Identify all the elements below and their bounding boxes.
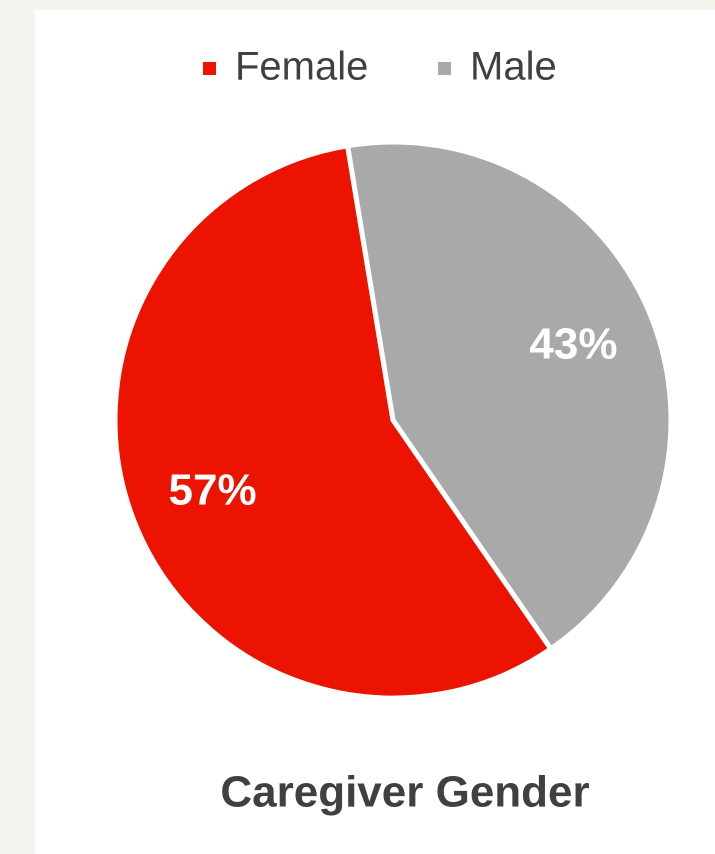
legend-label: Male <box>470 45 557 89</box>
pie-slice <box>112 143 554 701</box>
legend-swatch <box>438 62 451 75</box>
legend-label: Female <box>235 45 368 89</box>
legend-swatch <box>203 62 216 75</box>
pie-slice <box>345 139 674 652</box>
chart-title: Caregiver Gender <box>220 768 589 817</box>
data-label: 57% <box>169 466 257 515</box>
data-label: 43% <box>529 320 617 369</box>
